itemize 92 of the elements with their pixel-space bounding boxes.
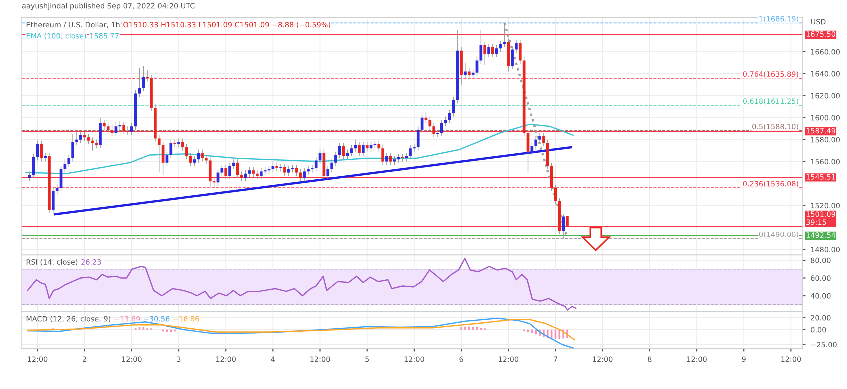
candlestick [526, 130, 530, 174]
candlestick [185, 144, 188, 160]
candlestick [428, 116, 432, 130]
candlestick [382, 144, 384, 166]
candlestick [299, 169, 302, 182]
candlestick [515, 40, 518, 54]
candlestick [248, 166, 252, 178]
candlestick [346, 149, 350, 160]
candlestick [554, 184, 558, 205]
candlestick [79, 132, 82, 144]
candlestick [252, 166, 255, 178]
candlestick [170, 139, 173, 159]
candlestick [307, 166, 310, 176]
candlestick [122, 122, 126, 135]
candlestick [314, 157, 318, 172]
candlestick [468, 68, 471, 79]
candlestick [205, 154, 208, 164]
candlestick [546, 139, 550, 170]
candlestick [354, 139, 357, 152]
candlestick [518, 40, 522, 64]
candlestick [236, 159, 240, 179]
candlestick [272, 161, 275, 174]
candlestick [244, 170, 248, 182]
candlestick [542, 132, 546, 147]
candlestick [358, 142, 361, 157]
candlestick [476, 57, 479, 76]
candlestick [228, 162, 232, 180]
candlestick [334, 152, 338, 167]
candlestick [280, 164, 282, 172]
candlestick [330, 159, 334, 174]
candlestick [56, 183, 59, 196]
candlestick [256, 170, 259, 180]
candlestick [224, 164, 228, 180]
candlestick [126, 126, 130, 136]
candlestick [311, 164, 314, 174]
candlestick [95, 139, 98, 149]
candlestick [326, 166, 330, 180]
candlestick [44, 152, 47, 162]
candlestick [488, 44, 490, 58]
line-series [27, 318, 574, 349]
candlestick [413, 144, 416, 152]
candlestick [389, 152, 392, 166]
line-series [25, 124, 574, 175]
candlestick [284, 164, 286, 176]
candlestick [72, 134, 74, 162]
candlestick [366, 142, 369, 152]
line-series [27, 258, 577, 311]
candlestick [40, 140, 44, 162]
candlestick [511, 46, 514, 70]
candlestick [386, 152, 388, 166]
candlestick [260, 168, 263, 180]
candlestick [166, 152, 169, 167]
candlestick [338, 142, 342, 159]
candlestick [538, 132, 542, 144]
candlestick [287, 166, 290, 176]
candlestick [68, 154, 71, 168]
candlestick [440, 120, 444, 137]
candlestick [436, 130, 440, 138]
candlestick [158, 135, 161, 174]
candlestick [197, 149, 200, 164]
candlestick [174, 139, 176, 148]
candlestick [495, 45, 498, 58]
candlestick [220, 164, 224, 176]
candlestick [76, 130, 78, 146]
candlestick [240, 171, 244, 182]
candlestick [28, 171, 32, 182]
candlestick [201, 149, 204, 162]
candlestick [99, 118, 102, 149]
candlestick [378, 140, 381, 152]
candlestick [208, 157, 212, 188]
candlestick [130, 123, 134, 136]
candlestick [484, 42, 486, 66]
candlestick [178, 138, 180, 148]
candlestick [182, 138, 184, 152]
candlestick [106, 123, 110, 134]
candlestick [232, 159, 236, 170]
candlestick [303, 168, 306, 182]
candlestick [409, 144, 412, 160]
candlestick [146, 70, 150, 82]
candlestick [193, 156, 196, 167]
candlestick [87, 134, 90, 145]
candlestick [350, 144, 354, 157]
candlestick [362, 142, 365, 157]
candlestick [103, 120, 106, 130]
candlestick [91, 137, 94, 152]
candlestick [464, 62, 467, 79]
candlestick [432, 123, 436, 138]
candlestick [36, 140, 40, 162]
candlestick [416, 126, 420, 152]
candlestick [444, 116, 448, 127]
candlestick [492, 44, 494, 58]
candlestick [295, 164, 298, 176]
